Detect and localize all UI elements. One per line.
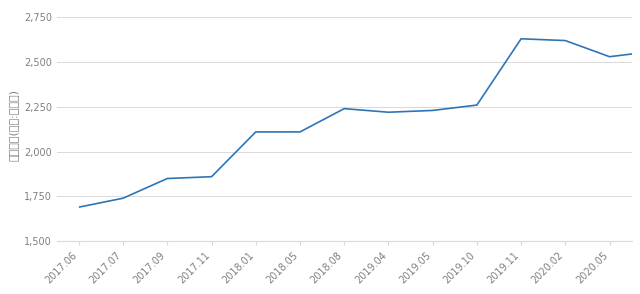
Y-axis label: 거래금액(단위:백만원): 거래금액(단위:백만원) — [8, 89, 19, 161]
